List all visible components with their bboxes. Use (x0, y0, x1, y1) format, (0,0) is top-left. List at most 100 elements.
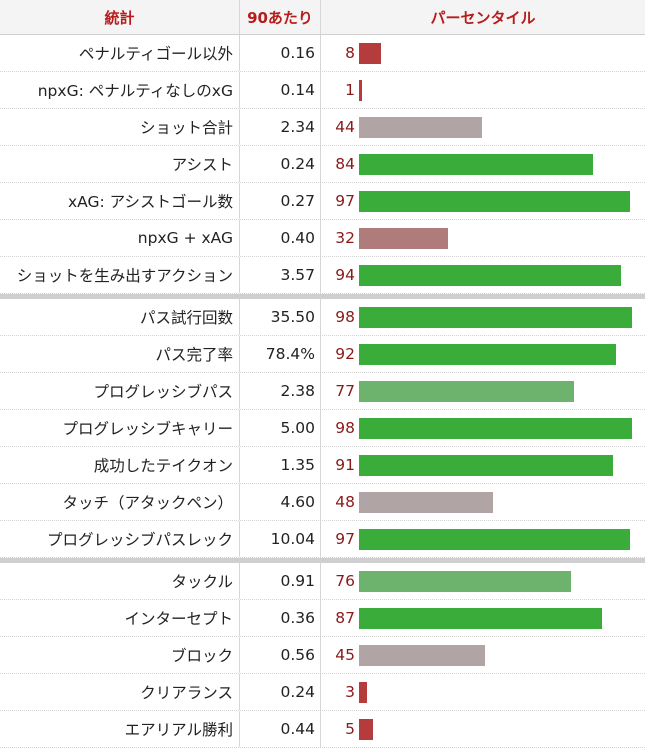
percentile-value: 92 (335, 345, 355, 363)
percentile-bar (359, 682, 367, 703)
per90-value: 0.91 (240, 563, 321, 599)
table-row: npxG + xAG 0.40 32 (0, 220, 645, 257)
group-separator (0, 294, 645, 299)
per90-value: 0.36 (240, 600, 321, 636)
percentile-cell: 3 (321, 674, 645, 710)
percentile-value: 32 (335, 229, 355, 247)
percentile-cell: 91 (321, 447, 645, 483)
percentile-cell: 32 (321, 220, 645, 256)
percentile-value: 97 (335, 530, 355, 548)
per90-value: 0.44 (240, 711, 321, 747)
stat-name: ショットを生み出すアクション (0, 257, 240, 293)
stat-name: 成功したテイクオン (0, 447, 240, 483)
percentile-value: 98 (335, 308, 355, 326)
group-separator (0, 558, 645, 563)
stat-name: パス完了率 (0, 336, 240, 372)
percentile-value: 77 (335, 382, 355, 400)
table-row: ブロック 0.56 45 (0, 637, 645, 674)
per90-value: 1.35 (240, 447, 321, 483)
percentile-value: 45 (335, 646, 355, 664)
percentile-cell: 97 (321, 183, 645, 219)
percentile-bar (359, 455, 613, 476)
table-row: npxG: ペナルティなしのxG 0.14 1 (0, 72, 645, 109)
table-row: ペナルティゴール以外 0.16 8 (0, 35, 645, 72)
per90-value: 0.24 (240, 674, 321, 710)
percentile-bar (359, 117, 482, 138)
per90-value: 0.16 (240, 35, 321, 71)
percentile-bar (359, 43, 381, 64)
percentile-bar (359, 571, 571, 592)
per90-value: 4.60 (240, 484, 321, 520)
table-row: xAG: アシストゴール数 0.27 97 (0, 183, 645, 220)
stat-name: xAG: アシストゴール数 (0, 183, 240, 219)
percentile-bar (359, 418, 632, 439)
per90-value: 0.27 (240, 183, 321, 219)
header-per90[interactable]: 90あたり (240, 0, 321, 34)
percentile-bar (359, 381, 574, 402)
percentile-bar (359, 719, 373, 740)
header-percentile[interactable]: パーセンタイル (430, 8, 536, 27)
percentile-bar (359, 344, 616, 365)
per90-value: 0.56 (240, 637, 321, 673)
stat-name: プログレッシブキャリー (0, 410, 240, 446)
stat-name: ペナルティゴール以外 (0, 35, 240, 71)
percentile-cell: 44 (321, 109, 645, 145)
stat-name: エアリアル勝利 (0, 711, 240, 747)
per90-value: 3.57 (240, 257, 321, 293)
stat-name: npxG + xAG (0, 220, 240, 256)
per90-value: 78.4% (240, 336, 321, 372)
percentile-bar (359, 265, 621, 286)
percentile-value: 5 (345, 720, 355, 738)
table-row: プログレッシブパスレック 10.04 97 (0, 521, 645, 558)
per90-value: 5.00 (240, 410, 321, 446)
stat-name: パス試行回数 (0, 299, 240, 335)
percentile-bar (359, 154, 593, 175)
header-stat[interactable]: 統計 (0, 0, 240, 34)
percentile-cell: 45 (321, 637, 645, 673)
per90-value: 0.24 (240, 146, 321, 182)
percentile-cell: 48 (321, 484, 645, 520)
percentile-cell: 98 (321, 410, 645, 446)
per90-value: 0.14 (240, 72, 321, 108)
percentile-cell: 77 (321, 373, 645, 409)
percentile-cell: 5 (321, 711, 645, 747)
table-row: ショットを生み出すアクション 3.57 94 (0, 257, 645, 294)
percentile-value: 94 (335, 266, 355, 284)
stat-name: インターセプト (0, 600, 240, 636)
stat-name: プログレッシブパスレック (0, 521, 240, 557)
percentile-cell: 87 (321, 600, 645, 636)
percentile-value: 8 (345, 44, 355, 62)
percentile-bar (359, 191, 630, 212)
percentile-bar (359, 529, 630, 550)
percentile-cell: 8 (321, 35, 645, 71)
percentile-cell: 76 (321, 563, 645, 599)
stat-name: タッチ（アタックペン） (0, 484, 240, 520)
percentile-value: 1 (345, 81, 355, 99)
per90-value: 0.40 (240, 220, 321, 256)
stat-name: クリアランス (0, 674, 240, 710)
percentile-cell: 98 (321, 299, 645, 335)
percentile-bar (359, 307, 632, 328)
table-row: ショット合計 2.34 44 (0, 109, 645, 146)
percentile-bar (359, 80, 362, 101)
percentile-value: 3 (345, 683, 355, 701)
stat-name: ブロック (0, 637, 240, 673)
stat-name: ショット合計 (0, 109, 240, 145)
stat-name: タックル (0, 563, 240, 599)
percentile-bar (359, 492, 493, 513)
stat-name: アシスト (0, 146, 240, 182)
percentile-value: 44 (335, 118, 355, 136)
percentile-value: 76 (335, 572, 355, 590)
table-row: 成功したテイクオン 1.35 91 (0, 447, 645, 484)
per90-value: 10.04 (240, 521, 321, 557)
percentile-cell: 94 (321, 257, 645, 293)
table-row: プログレッシブパス 2.38 77 (0, 373, 645, 410)
percentile-cell: 1 (321, 72, 645, 108)
table-row: クリアランス 0.24 3 (0, 674, 645, 711)
percentile-cell: 84 (321, 146, 645, 182)
stat-name: プログレッシブパス (0, 373, 240, 409)
per90-value: 2.38 (240, 373, 321, 409)
stat-name: npxG: ペナルティなしのxG (0, 72, 240, 108)
table-row: インターセプト 0.36 87 (0, 600, 645, 637)
